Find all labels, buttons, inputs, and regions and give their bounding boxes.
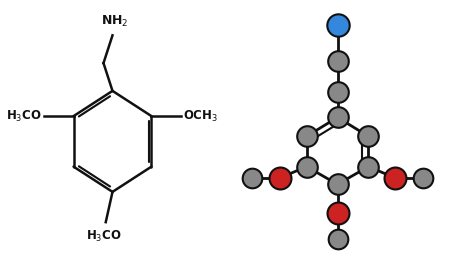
Point: [365, 165, 372, 169]
Point: [334, 211, 341, 215]
Point: [334, 115, 341, 120]
Point: [392, 176, 399, 180]
Point: [334, 236, 341, 241]
Point: [334, 23, 341, 27]
Point: [276, 176, 284, 180]
Point: [303, 134, 310, 139]
Text: OCH$_3$: OCH$_3$: [183, 109, 218, 124]
Point: [334, 182, 341, 187]
Point: [334, 90, 341, 94]
Text: H$_3$CO: H$_3$CO: [86, 229, 121, 244]
Text: alamy - E07X7W: alamy - E07X7W: [187, 256, 263, 265]
Text: H$_3$CO: H$_3$CO: [6, 109, 42, 124]
Point: [420, 176, 427, 180]
Point: [334, 58, 341, 63]
Point: [303, 165, 310, 169]
Text: NH$_2$: NH$_2$: [101, 14, 128, 29]
Point: [365, 134, 372, 139]
Point: [248, 176, 255, 180]
